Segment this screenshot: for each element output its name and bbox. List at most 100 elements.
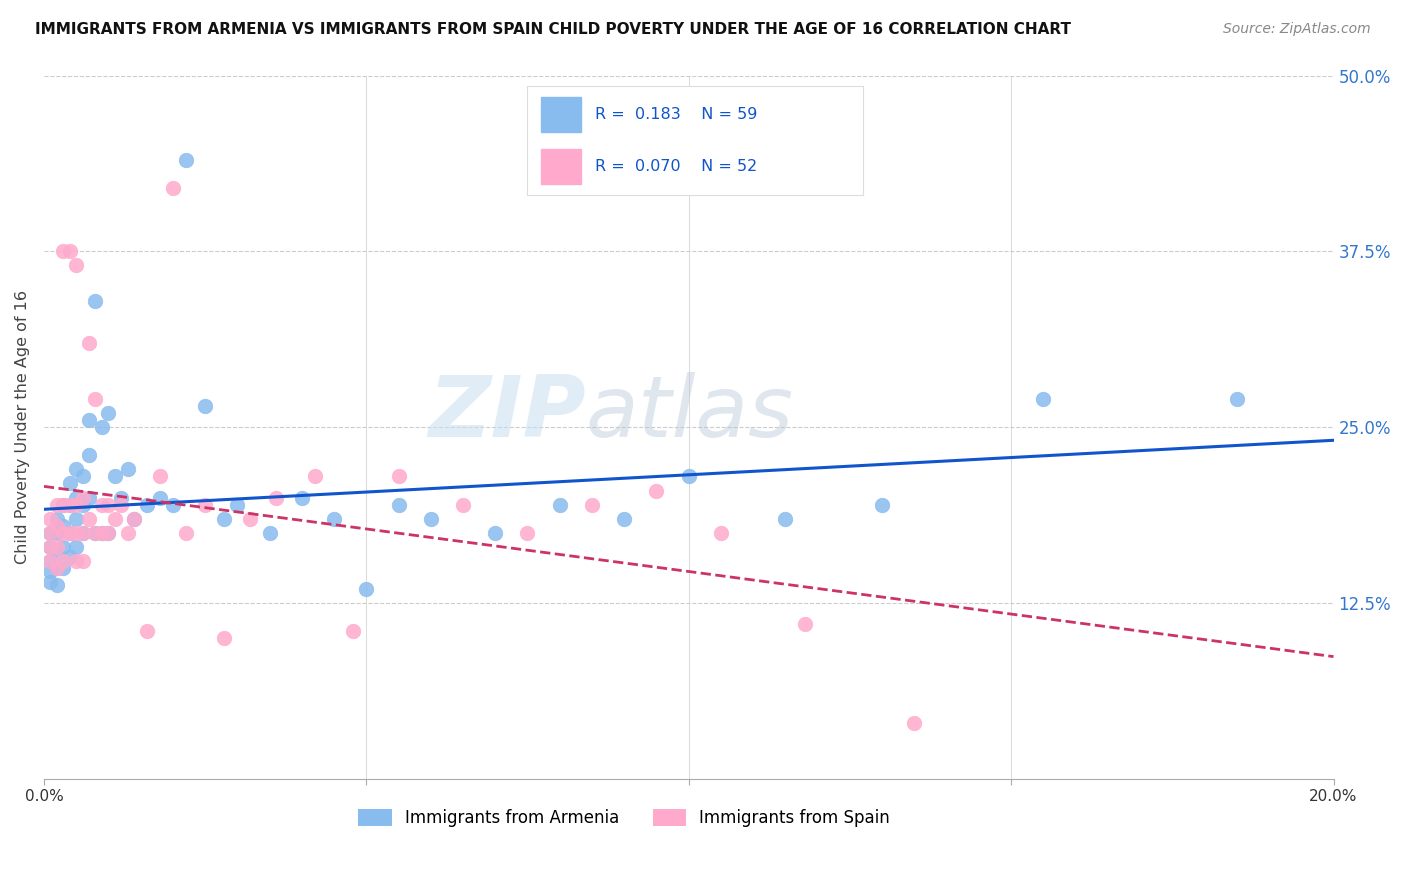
Point xyxy=(72,525,94,540)
Point xyxy=(90,525,112,540)
Point xyxy=(90,420,112,434)
Point xyxy=(39,554,62,568)
Point xyxy=(104,469,127,483)
Point xyxy=(77,491,100,505)
Point xyxy=(214,632,236,646)
Text: Source: ZipAtlas.com: Source: ZipAtlas.com xyxy=(1223,22,1371,37)
Point xyxy=(387,469,409,483)
Point xyxy=(39,540,62,554)
Point xyxy=(581,498,603,512)
Point xyxy=(613,511,636,525)
Point xyxy=(45,498,67,512)
Point xyxy=(59,476,82,491)
Legend: Immigrants from Armenia, Immigrants from Spain: Immigrants from Armenia, Immigrants from… xyxy=(352,803,897,834)
Point xyxy=(84,525,107,540)
Point xyxy=(52,525,75,540)
Point xyxy=(39,525,62,540)
Point xyxy=(117,525,139,540)
Point xyxy=(84,525,107,540)
Point xyxy=(323,511,346,525)
Point xyxy=(291,491,314,505)
Point xyxy=(65,259,87,273)
Point xyxy=(52,498,75,512)
Point xyxy=(97,498,120,512)
Point xyxy=(77,448,100,462)
Point xyxy=(342,624,364,639)
Point xyxy=(484,525,506,540)
Point xyxy=(645,483,668,498)
Point xyxy=(45,547,67,561)
Point xyxy=(39,525,62,540)
Point xyxy=(65,498,87,512)
Point xyxy=(122,511,145,525)
Point xyxy=(110,498,132,512)
Point xyxy=(52,244,75,259)
Text: IMMIGRANTS FROM ARMENIA VS IMMIGRANTS FROM SPAIN CHILD POVERTY UNDER THE AGE OF : IMMIGRANTS FROM ARMENIA VS IMMIGRANTS FR… xyxy=(35,22,1071,37)
Point xyxy=(39,554,62,568)
Point xyxy=(162,498,184,512)
Point xyxy=(59,244,82,259)
Point xyxy=(72,525,94,540)
Point xyxy=(97,525,120,540)
Point xyxy=(39,574,62,589)
Point xyxy=(387,498,409,512)
Point xyxy=(710,525,733,540)
Point xyxy=(59,498,82,512)
Point xyxy=(90,498,112,512)
Point xyxy=(52,498,75,512)
Point xyxy=(52,554,75,568)
Point xyxy=(870,498,893,512)
Point xyxy=(39,540,62,554)
Point xyxy=(304,469,326,483)
Point xyxy=(97,525,120,540)
Point xyxy=(72,554,94,568)
Point xyxy=(97,406,120,420)
Point xyxy=(903,715,925,730)
Point xyxy=(1032,392,1054,406)
Point xyxy=(259,525,281,540)
Point xyxy=(104,511,127,525)
Point xyxy=(45,511,67,525)
Point xyxy=(59,525,82,540)
Point xyxy=(52,540,75,554)
Point xyxy=(162,181,184,195)
Point xyxy=(45,561,67,575)
Point xyxy=(65,491,87,505)
Point xyxy=(117,462,139,476)
Point xyxy=(52,518,75,533)
Point xyxy=(149,491,172,505)
Point xyxy=(59,498,82,512)
Point xyxy=(1226,392,1249,406)
Point xyxy=(39,564,62,578)
Point xyxy=(451,498,474,512)
Point xyxy=(194,399,217,413)
Point xyxy=(174,153,197,167)
Point xyxy=(110,491,132,505)
Point xyxy=(194,498,217,512)
Text: atlas: atlas xyxy=(585,372,793,455)
Point xyxy=(72,469,94,483)
Point xyxy=(516,525,538,540)
Y-axis label: Child Poverty Under the Age of 16: Child Poverty Under the Age of 16 xyxy=(15,290,30,565)
Point xyxy=(149,469,172,483)
Point xyxy=(45,525,67,540)
Point xyxy=(419,511,441,525)
Point xyxy=(775,511,797,525)
Point xyxy=(59,525,82,540)
Point xyxy=(136,624,159,639)
Point xyxy=(52,561,75,575)
Point xyxy=(65,540,87,554)
Point xyxy=(45,561,67,575)
Point xyxy=(678,469,700,483)
Point xyxy=(65,462,87,476)
Point xyxy=(84,392,107,406)
Text: ZIP: ZIP xyxy=(427,372,585,455)
Point xyxy=(214,511,236,525)
Point xyxy=(45,540,67,554)
Point xyxy=(45,578,67,592)
Point xyxy=(239,511,262,525)
Point xyxy=(39,511,62,525)
Point xyxy=(84,293,107,308)
Point xyxy=(65,554,87,568)
Point xyxy=(72,498,94,512)
